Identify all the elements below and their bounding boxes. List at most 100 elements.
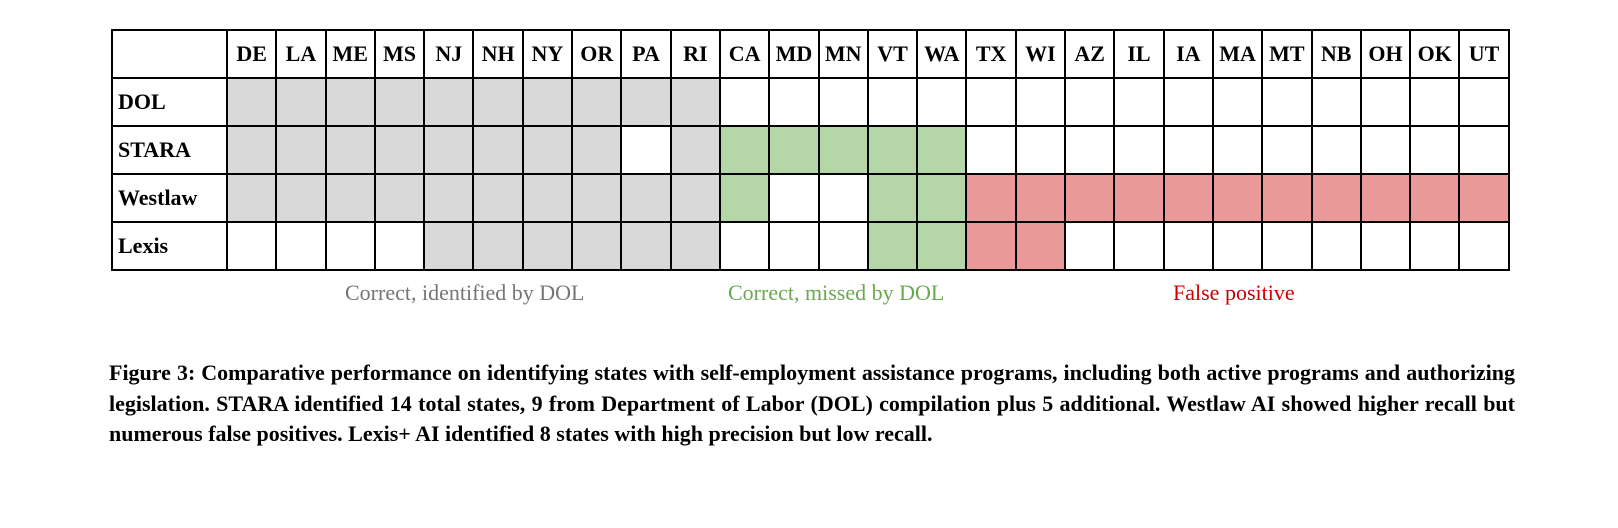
result-cell <box>620 77 672 127</box>
column-header: TX <box>965 29 1017 79</box>
column-header: NB <box>1310 29 1362 79</box>
result-cell <box>718 125 771 175</box>
result-cell <box>1359 221 1412 271</box>
column-header: MN <box>817 29 869 79</box>
result-cell <box>571 77 623 127</box>
result-cell <box>324 221 376 271</box>
column-header: AZ <box>1064 29 1116 79</box>
result-cell <box>1458 173 1510 223</box>
result-cell <box>718 77 771 127</box>
header-row: DE LA ME MS NJ NH NY OR PA RI CA MD MN VT WA TX WI AZ IL IA… <box>111 29 1510 79</box>
result-cell <box>1310 173 1362 223</box>
row-label: Westlaw <box>111 173 228 223</box>
column-header: MS <box>373 29 426 79</box>
corner-cell <box>111 29 228 79</box>
result-cell <box>1211 221 1264 271</box>
result-cell <box>1113 221 1165 271</box>
result-cell <box>718 173 771 223</box>
result-cell <box>669 77 721 127</box>
result-cell <box>1458 125 1510 175</box>
result-cell <box>768 77 820 127</box>
result-cell <box>1409 173 1461 223</box>
result-cell <box>768 173 820 223</box>
result-cell <box>373 125 426 175</box>
result-cell <box>225 221 278 271</box>
result-cell <box>866 221 919 271</box>
result-cell <box>817 221 869 271</box>
column-header: UT <box>1458 29 1510 79</box>
result-cell <box>866 125 919 175</box>
result-cell <box>1064 221 1116 271</box>
result-cell <box>1359 125 1412 175</box>
result-cell <box>324 173 376 223</box>
result-cell <box>521 125 574 175</box>
result-cell <box>817 77 869 127</box>
result-cell <box>1162 125 1214 175</box>
result-cell <box>916 173 968 223</box>
column-header: RI <box>669 29 721 79</box>
result-cell <box>866 173 919 223</box>
result-cell <box>1162 221 1214 271</box>
result-cell <box>472 173 524 223</box>
result-cell <box>916 77 968 127</box>
comparison-grid: DE LA ME MS NJ NH NY OR PA RI CA MD MN VT WA TX WI AZ IL IA… <box>111 29 1510 271</box>
result-cell <box>225 125 278 175</box>
result-cell <box>1064 173 1116 223</box>
column-header: MA <box>1211 29 1264 79</box>
result-cell <box>768 221 820 271</box>
result-cell <box>1261 77 1313 127</box>
result-cell <box>965 221 1017 271</box>
result-cell <box>669 173 721 223</box>
result-cell <box>275 77 327 127</box>
result-cell <box>423 77 475 127</box>
result-cell <box>1409 221 1461 271</box>
result-cell <box>571 173 623 223</box>
result-cell <box>1409 125 1461 175</box>
result-cell <box>1014 173 1067 223</box>
legend-false-positive: False positive <box>1173 280 1295 305</box>
legend-missed: Correct, missed by DOL <box>728 280 945 305</box>
result-cell <box>275 125 327 175</box>
column-header: ME <box>324 29 376 79</box>
result-cell <box>1310 125 1362 175</box>
result-cell <box>373 173 426 223</box>
column-header: NH <box>472 29 524 79</box>
column-header: OK <box>1409 29 1461 79</box>
result-cell <box>817 125 869 175</box>
result-cell <box>1113 125 1165 175</box>
result-cell <box>423 125 475 175</box>
result-cell <box>324 77 376 127</box>
column-header: WA <box>916 29 968 79</box>
column-header: NY <box>521 29 574 79</box>
row-label: DOL <box>111 77 228 127</box>
result-cell <box>324 125 376 175</box>
result-cell <box>472 77 524 127</box>
result-cell <box>1310 221 1362 271</box>
result-cell <box>669 221 721 271</box>
result-cell <box>571 221 623 271</box>
result-cell <box>718 221 771 271</box>
result-cell <box>1014 77 1067 127</box>
column-header: PA <box>620 29 672 79</box>
table-row: DOL <box>111 77 1510 127</box>
row-label: STARA <box>111 125 228 175</box>
result-cell <box>1261 125 1313 175</box>
result-cell <box>373 77 426 127</box>
result-cell <box>1409 77 1461 127</box>
result-cell <box>521 173 574 223</box>
result-cell <box>965 173 1017 223</box>
result-cell <box>1458 77 1510 127</box>
result-cell <box>1261 173 1313 223</box>
table-row: STARA <box>111 125 1510 175</box>
result-cell <box>521 77 574 127</box>
result-cell <box>373 221 426 271</box>
column-header: VT <box>866 29 919 79</box>
result-cell <box>1014 125 1067 175</box>
result-cell <box>768 125 820 175</box>
column-header: CA <box>718 29 771 79</box>
result-cell <box>472 221 524 271</box>
result-cell <box>1211 77 1264 127</box>
column-header: IL <box>1113 29 1165 79</box>
result-cell <box>275 173 327 223</box>
column-header: DE <box>225 29 278 79</box>
